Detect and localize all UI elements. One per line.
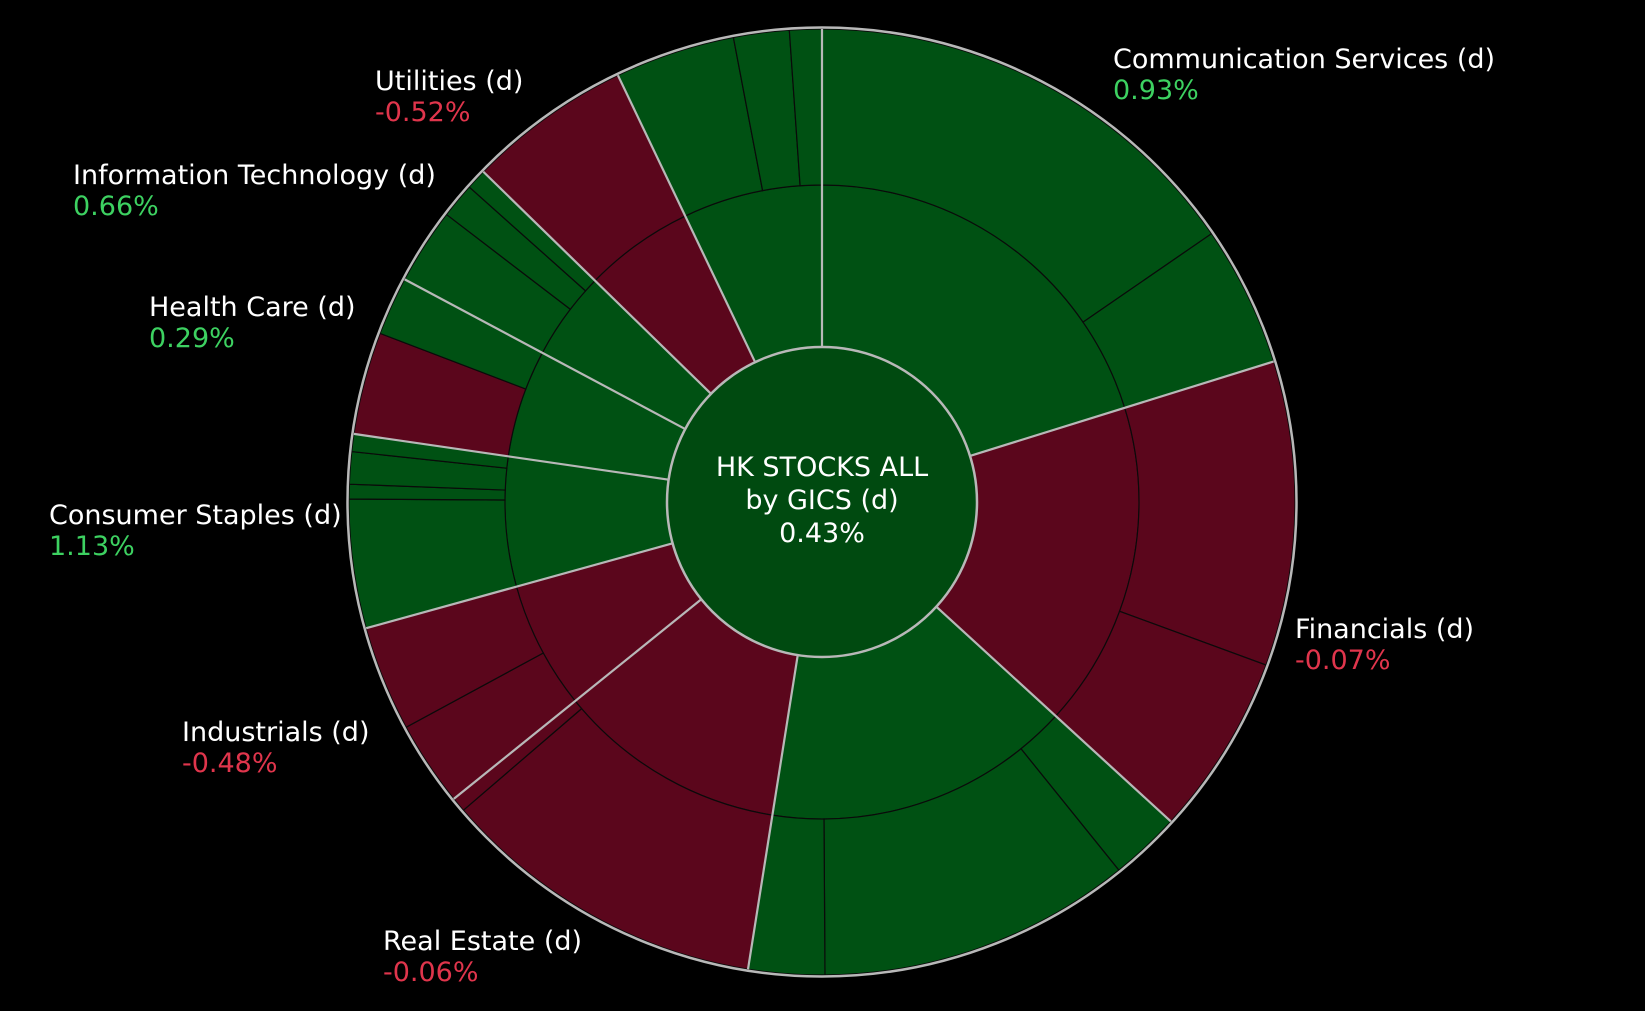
sector-name: Information Technology (d) [73, 160, 436, 191]
sector-change: -0.48% [182, 748, 278, 779]
center-change: 0.43% [779, 518, 865, 549]
sector-change: -0.07% [1295, 645, 1391, 676]
sector-separator [353, 432, 669, 481]
sector-name: Real Estate (d) [383, 926, 583, 957]
sector-name: Health Care (d) [149, 292, 356, 323]
sector-change: 0.93% [1113, 75, 1199, 106]
sector-label-utilities: Utilities (d) -0.52% [375, 66, 523, 128]
sector-name: Consumer Staples (d) [49, 500, 342, 531]
sector-name: Utilities (d) [375, 66, 524, 97]
sector-label-industrials: Industrials (d) -0.48% [182, 717, 369, 779]
sector-label-real-estate: Real Estate (d) -0.06% [383, 926, 582, 988]
sector-separator [969, 360, 1274, 458]
sector-change: -0.06% [383, 957, 479, 988]
center-node[interactable]: HK STOCKS ALL by GICS (d) 0.43% [665, 345, 979, 659]
sector-name: Industrials (d) [182, 717, 370, 748]
sector-name: Communication Services (d) [1113, 44, 1496, 75]
sector-label-information-technology: Information Technology (d) 0.66% [73, 160, 436, 222]
sector-separator [482, 170, 712, 395]
sector-separator [616, 74, 757, 363]
industry-segment[interactable] [821, 28, 1213, 324]
sector-change: 0.66% [73, 191, 159, 222]
sector-change: -0.52% [375, 97, 471, 128]
outer-ring-border [346, 26, 1298, 978]
sector-label-communication-services: Communication Services (d) 0.93% [1113, 44, 1495, 106]
sector-separator [453, 598, 703, 800]
sector-change: 0.29% [149, 323, 235, 354]
sector-separator [746, 654, 799, 970]
sector-separator [404, 278, 686, 431]
sector-separator [365, 542, 673, 630]
sector-name: Financials (d) [1295, 614, 1475, 645]
sector-label-consumer-staples: Consumer Staples (d) 1.13% [49, 500, 342, 562]
center-title-line-2: by GICS (d) [745, 485, 898, 516]
sector-label-financials: Financials (d) -0.07% [1295, 614, 1474, 676]
sector-change: 1.13% [49, 531, 135, 562]
industry-segment[interactable] [1118, 360, 1296, 666]
center-circle[interactable] [665, 345, 979, 659]
sector-separator [935, 605, 1172, 823]
sunburst-segments [346, 26, 1298, 978]
center-title-line-1: HK STOCKS ALL [716, 452, 928, 483]
sector-label-health-care: Health Care (d) 0.29% [149, 292, 356, 354]
